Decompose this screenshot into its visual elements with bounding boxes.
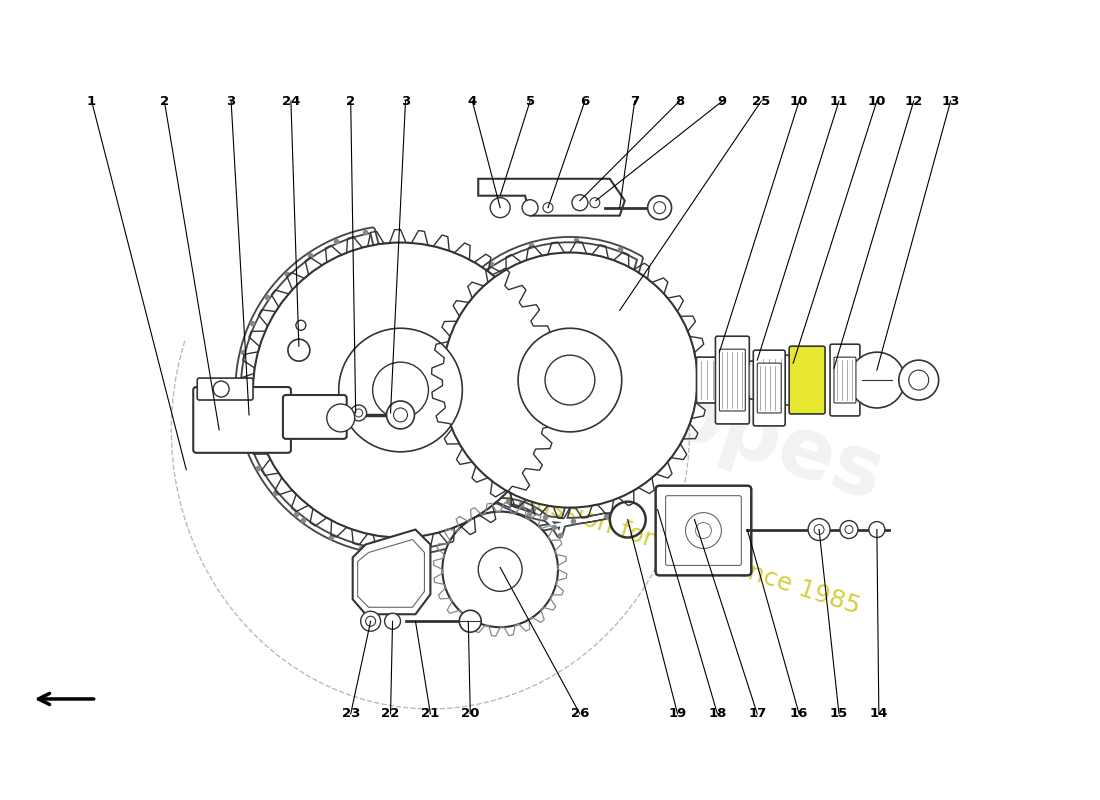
Circle shape [653, 202, 666, 214]
Circle shape [814, 525, 824, 534]
Text: 2: 2 [346, 94, 355, 107]
Text: 2: 2 [160, 94, 169, 107]
Circle shape [849, 352, 905, 408]
Text: 25: 25 [752, 94, 770, 107]
Text: 24: 24 [282, 94, 300, 107]
Circle shape [491, 198, 510, 218]
Text: 3: 3 [227, 94, 235, 107]
Circle shape [327, 404, 354, 432]
FancyBboxPatch shape [197, 378, 253, 400]
Text: 26: 26 [571, 707, 590, 721]
Circle shape [909, 370, 928, 390]
FancyBboxPatch shape [696, 357, 730, 403]
Circle shape [869, 522, 884, 538]
Circle shape [840, 521, 858, 538]
Circle shape [394, 408, 407, 422]
FancyBboxPatch shape [719, 349, 746, 411]
Circle shape [365, 616, 375, 626]
FancyBboxPatch shape [194, 387, 290, 453]
Circle shape [543, 202, 553, 213]
Circle shape [685, 513, 722, 549]
Text: 17: 17 [748, 707, 767, 721]
Circle shape [648, 196, 672, 220]
Circle shape [572, 194, 587, 210]
Text: 19: 19 [669, 707, 686, 721]
Circle shape [386, 401, 415, 429]
Text: 4: 4 [468, 94, 477, 107]
FancyBboxPatch shape [834, 357, 856, 403]
Circle shape [695, 522, 712, 538]
Text: 8: 8 [675, 94, 684, 107]
Circle shape [373, 362, 428, 418]
Text: 10: 10 [790, 94, 808, 107]
FancyBboxPatch shape [283, 395, 346, 439]
Circle shape [590, 198, 600, 208]
Polygon shape [353, 530, 430, 614]
Circle shape [899, 360, 938, 400]
Text: 1: 1 [87, 94, 96, 107]
Circle shape [351, 405, 366, 421]
Circle shape [288, 339, 310, 361]
FancyBboxPatch shape [715, 336, 749, 424]
Text: 3: 3 [400, 94, 410, 107]
Text: 15: 15 [829, 707, 848, 721]
Circle shape [253, 242, 548, 538]
FancyBboxPatch shape [666, 496, 741, 566]
Circle shape [460, 610, 481, 632]
Circle shape [296, 320, 306, 330]
FancyBboxPatch shape [757, 363, 781, 413]
Circle shape [845, 526, 853, 534]
FancyBboxPatch shape [656, 486, 751, 575]
Text: 14: 14 [870, 707, 888, 721]
Circle shape [522, 200, 538, 216]
Circle shape [478, 547, 522, 591]
Text: 12: 12 [904, 94, 923, 107]
Text: 20: 20 [461, 707, 480, 721]
FancyBboxPatch shape [830, 344, 860, 416]
Text: 10: 10 [868, 94, 886, 107]
Circle shape [544, 355, 595, 405]
Text: 13: 13 [942, 94, 960, 107]
Text: europes: europes [506, 322, 893, 518]
Circle shape [213, 381, 229, 397]
Circle shape [442, 512, 558, 627]
FancyBboxPatch shape [726, 361, 762, 399]
Circle shape [339, 328, 462, 452]
FancyBboxPatch shape [789, 346, 825, 414]
Text: 11: 11 [829, 94, 848, 107]
FancyBboxPatch shape [758, 355, 800, 405]
Text: 23: 23 [341, 707, 360, 721]
Text: 16: 16 [790, 707, 808, 721]
Circle shape [385, 614, 400, 630]
Circle shape [361, 611, 381, 631]
FancyBboxPatch shape [754, 350, 785, 426]
Circle shape [518, 328, 622, 432]
Text: 18: 18 [708, 707, 727, 721]
Text: a passion for parts since 1985: a passion for parts since 1985 [496, 480, 864, 619]
Text: 7: 7 [630, 94, 639, 107]
Text: 6: 6 [581, 94, 590, 107]
Text: 21: 21 [421, 707, 440, 721]
Circle shape [442, 253, 697, 508]
Polygon shape [478, 178, 625, 216]
Text: 22: 22 [382, 707, 399, 721]
Circle shape [808, 518, 830, 541]
Circle shape [354, 409, 363, 417]
Text: 9: 9 [718, 94, 727, 107]
Text: 5: 5 [526, 94, 535, 107]
